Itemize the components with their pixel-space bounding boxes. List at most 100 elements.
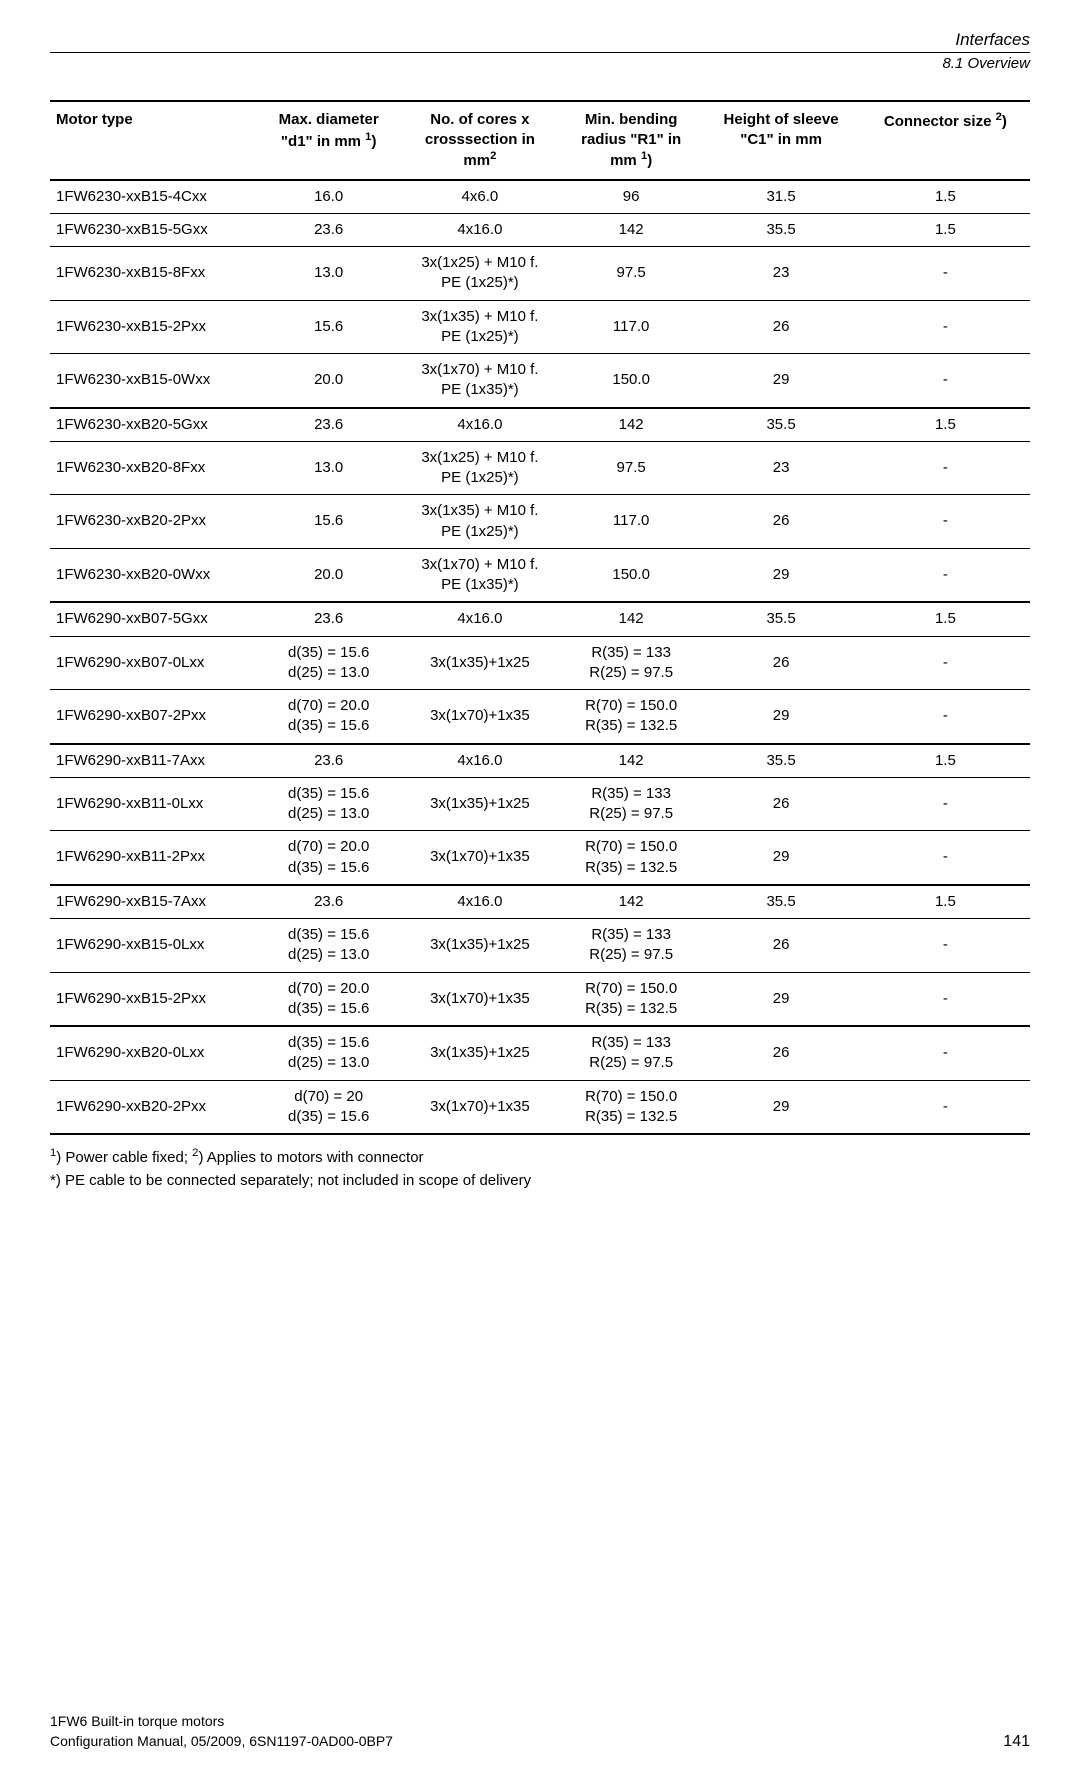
table-cell: 1FW6290-xxB15-0Lxx — [50, 919, 258, 973]
table-row: 1FW6290-xxB15-2Pxxd(70) = 20.0d(35) = 15… — [50, 972, 1030, 1026]
col-bending: Min. bending radius "R1" in mm 1) — [561, 101, 702, 180]
table-cell: 1FW6230-xxB15-2Pxx — [50, 300, 258, 354]
table-cell: 1FW6290-xxB15-7Axx — [50, 885, 258, 919]
table-cell: 26 — [701, 919, 860, 973]
table-cell: R(35) = 133R(25) = 97.5 — [561, 636, 702, 690]
table-cell: 97.5 — [561, 441, 702, 495]
table-cell: 150.0 — [561, 354, 702, 408]
table-cell: 1FW6290-xxB20-0Lxx — [50, 1026, 258, 1080]
table-cell: R(70) = 150.0R(35) = 132.5 — [561, 1080, 702, 1134]
table-cell: 4x16.0 — [399, 744, 561, 778]
page-number: 141 — [1003, 1733, 1030, 1751]
table-cell: 1FW6230-xxB15-4Cxx — [50, 180, 258, 214]
table-cell: - — [861, 441, 1030, 495]
table-row: 1FW6230-xxB20-8Fxx13.03x(1x25) + M10 f.P… — [50, 441, 1030, 495]
table-cell: 142 — [561, 744, 702, 778]
table-cell: 1FW6230-xxB15-0Wxx — [50, 354, 258, 408]
table-cell: 23.6 — [258, 885, 399, 919]
table-row: 1FW6230-xxB15-4Cxx16.04x6.09631.51.5 — [50, 180, 1030, 214]
table-cell: 29 — [701, 1080, 860, 1134]
table-cell: 1FW6290-xxB11-0Lxx — [50, 777, 258, 831]
table-cell: - — [861, 1026, 1030, 1080]
table-row: 1FW6290-xxB07-5Gxx23.64x16.014235.51.5 — [50, 602, 1030, 636]
table-cell: - — [861, 1080, 1030, 1134]
table-cell: R(70) = 150.0R(35) = 132.5 — [561, 831, 702, 885]
table-cell: d(70) = 20.0d(35) = 15.6 — [258, 690, 399, 744]
table-row: 1FW6290-xxB20-0Lxxd(35) = 15.6d(25) = 13… — [50, 1026, 1030, 1080]
table-cell: R(70) = 150.0R(35) = 132.5 — [561, 690, 702, 744]
table-cell: 1FW6230-xxB15-5Gxx — [50, 213, 258, 246]
table-cell: 26 — [701, 1026, 860, 1080]
col-connector: Connector size 2) — [861, 101, 1030, 180]
table-cell: 29 — [701, 690, 860, 744]
table-cell: 142 — [561, 885, 702, 919]
table-header-row: Motor type Max. diameter "d1" in mm 1) N… — [50, 101, 1030, 180]
table-cell: 1FW6230-xxB15-8Fxx — [50, 247, 258, 301]
table-cell: 1FW6290-xxB07-0Lxx — [50, 636, 258, 690]
table-cell: 142 — [561, 602, 702, 636]
table-cell: 26 — [701, 495, 860, 549]
table-cell: 35.5 — [701, 744, 860, 778]
table-cell: R(35) = 133R(25) = 97.5 — [561, 777, 702, 831]
table-cell: R(35) = 133R(25) = 97.5 — [561, 1026, 702, 1080]
table-cell: 23.6 — [258, 408, 399, 442]
table-cell: 1FW6230-xxB20-8Fxx — [50, 441, 258, 495]
table-cell: 26 — [701, 300, 860, 354]
table-cell: 3x(1x70) + M10 f.PE (1x35)*) — [399, 548, 561, 602]
table-cell: 23.6 — [258, 213, 399, 246]
table-row: 1FW6230-xxB20-0Wxx20.03x(1x70) + M10 f.P… — [50, 548, 1030, 602]
table-cell: 15.6 — [258, 495, 399, 549]
table-cell: 3x(1x35) + M10 f.PE (1x25)*) — [399, 495, 561, 549]
table-row: 1FW6290-xxB11-7Axx23.64x16.014235.51.5 — [50, 744, 1030, 778]
table-cell: 23 — [701, 441, 860, 495]
table-cell: 20.0 — [258, 548, 399, 602]
header-title: Interfaces — [50, 30, 1030, 50]
table-cell: 4x16.0 — [399, 602, 561, 636]
table-cell: 13.0 — [258, 247, 399, 301]
table-cell: 1.5 — [861, 180, 1030, 214]
table-cell: d(70) = 20.0d(35) = 15.6 — [258, 831, 399, 885]
table-cell: 142 — [561, 408, 702, 442]
table-cell: 29 — [701, 548, 860, 602]
table-row: 1FW6230-xxB20-5Gxx23.64x16.014235.51.5 — [50, 408, 1030, 442]
table-cell: 3x(1x35)+1x25 — [399, 1026, 561, 1080]
table-cell: 35.5 — [701, 213, 860, 246]
table-cell: 1.5 — [861, 408, 1030, 442]
table-cell: 26 — [701, 777, 860, 831]
spec-table: Motor type Max. diameter "d1" in mm 1) N… — [50, 100, 1030, 1135]
col-max-diameter: Max. diameter "d1" in mm 1) — [258, 101, 399, 180]
table-cell: - — [861, 300, 1030, 354]
table-row: 1FW6230-xxB15-8Fxx13.03x(1x25) + M10 f.P… — [50, 247, 1030, 301]
table-row: 1FW6290-xxB20-2Pxxd(70) = 20d(35) = 15.6… — [50, 1080, 1030, 1134]
table-cell: 3x(1x35) + M10 f.PE (1x25)*) — [399, 300, 561, 354]
table-row: 1FW6230-xxB15-2Pxx15.63x(1x35) + M10 f.P… — [50, 300, 1030, 354]
table-cell: 3x(1x35)+1x25 — [399, 777, 561, 831]
col-motor-type: Motor type — [50, 101, 258, 180]
footnotes: 1) Power cable fixed; 2) Applies to moto… — [50, 1145, 1030, 1192]
table-cell: d(35) = 15.6d(25) = 13.0 — [258, 1026, 399, 1080]
table-cell: 3x(1x70)+1x35 — [399, 1080, 561, 1134]
footer-doc-id: Configuration Manual, 05/2009, 6SN1197-0… — [50, 1732, 393, 1752]
table-cell: 13.0 — [258, 441, 399, 495]
table-cell: 3x(1x35)+1x25 — [399, 919, 561, 973]
table-cell: 4x16.0 — [399, 408, 561, 442]
table-cell: 3x(1x70)+1x35 — [399, 972, 561, 1026]
table-cell: 1FW6290-xxB20-2Pxx — [50, 1080, 258, 1134]
table-cell: d(35) = 15.6d(25) = 13.0 — [258, 919, 399, 973]
table-row: 1FW6230-xxB20-2Pxx15.63x(1x35) + M10 f.P… — [50, 495, 1030, 549]
table-cell: 23.6 — [258, 602, 399, 636]
table-cell: 150.0 — [561, 548, 702, 602]
table-cell: 3x(1x70)+1x35 — [399, 690, 561, 744]
table-cell: - — [861, 354, 1030, 408]
table-cell: d(70) = 20.0d(35) = 15.6 — [258, 972, 399, 1026]
table-row: 1FW6290-xxB15-7Axx23.64x16.014235.51.5 — [50, 885, 1030, 919]
table-cell: 31.5 — [701, 180, 860, 214]
footer-doc-title: 1FW6 Built-in torque motors — [50, 1712, 393, 1732]
table-cell: 4x16.0 — [399, 213, 561, 246]
table-cell: R(35) = 133R(25) = 97.5 — [561, 919, 702, 973]
table-cell: 1FW6230-xxB20-0Wxx — [50, 548, 258, 602]
table-cell: 15.6 — [258, 300, 399, 354]
table-row: 1FW6290-xxB11-0Lxxd(35) = 15.6d(25) = 13… — [50, 777, 1030, 831]
table-cell: R(70) = 150.0R(35) = 132.5 — [561, 972, 702, 1026]
table-cell: 1FW6290-xxB15-2Pxx — [50, 972, 258, 1026]
